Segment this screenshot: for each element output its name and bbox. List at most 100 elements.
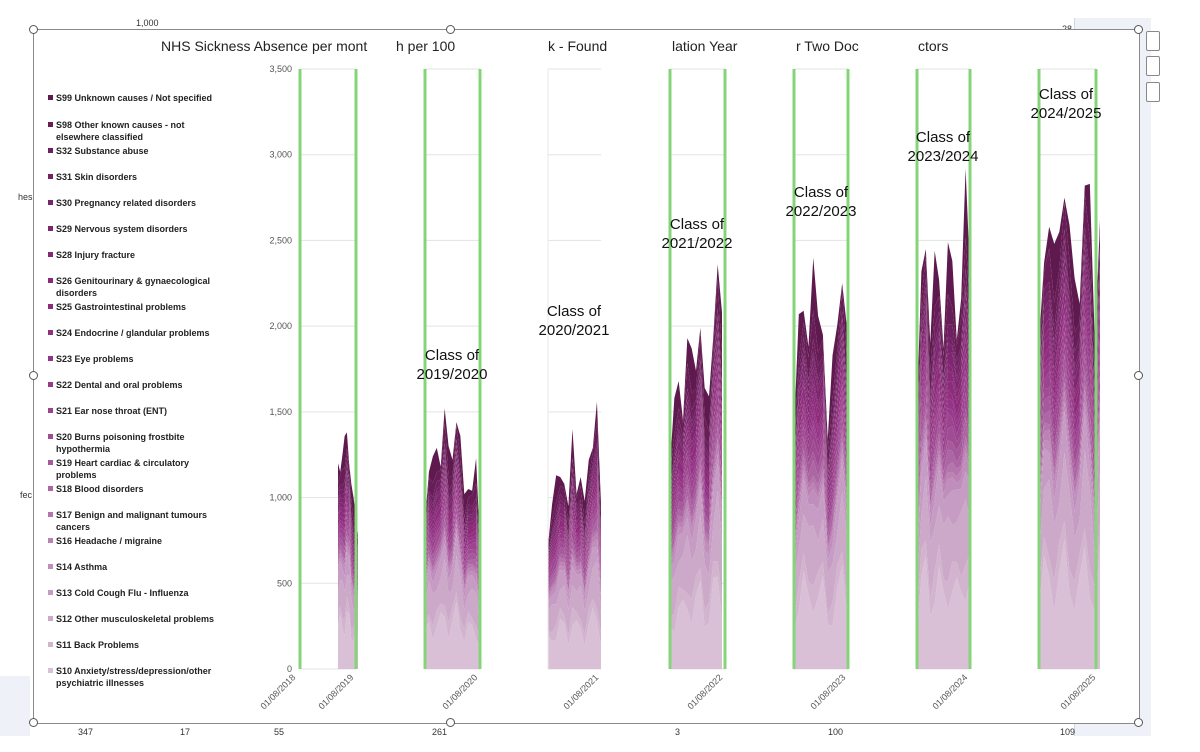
resize-handle-bottom-left[interactable]: [29, 718, 38, 727]
area-series: [794, 393, 847, 532]
area-series: [917, 389, 970, 539]
area-series: [794, 565, 847, 669]
legend-label: S98 Other known causes - not elsewhere c…: [56, 120, 185, 142]
area-series: [670, 357, 722, 520]
chart-title-fragment-4: lation Year: [672, 38, 738, 54]
x-tick-label: 01/08/2020: [440, 672, 479, 711]
area-series: [670, 278, 722, 491]
area-series: [670, 382, 722, 532]
legend-swatch: [48, 304, 53, 309]
x-tick-label: 01/08/2025: [1058, 672, 1097, 711]
y-tick-label: 2,000: [269, 321, 292, 331]
legend-swatch: [48, 564, 53, 569]
area-series: [1039, 520, 1100, 612]
area-series: [794, 287, 847, 474]
legend-swatch: [48, 668, 53, 673]
area-series: [1039, 401, 1100, 532]
legend-swatch: [48, 226, 53, 231]
area-series: [548, 422, 601, 554]
y-tick-label: 0: [287, 664, 292, 674]
area-series: [670, 463, 722, 582]
area-series: [917, 303, 970, 487]
area-series: [670, 412, 722, 550]
legend-label: S14 Asthma: [56, 562, 108, 572]
area-series: [548, 401, 601, 547]
area-series: [548, 520, 601, 594]
resize-handle-top-right[interactable]: [1134, 25, 1143, 34]
cell-fragment-2: fec: [20, 490, 33, 500]
area-series: [794, 257, 847, 456]
area-series: [670, 560, 722, 633]
area-series: [548, 547, 601, 615]
area-series: [1039, 539, 1100, 669]
resize-handle-middle-left[interactable]: [29, 371, 38, 380]
area-series: [670, 426, 722, 556]
area-series: [794, 442, 847, 560]
area-series: [548, 442, 601, 557]
area-series: [917, 268, 970, 470]
area-series: [670, 404, 722, 543]
area-series: [917, 421, 970, 557]
area-series: [917, 380, 970, 534]
x-tick-label: 01/08/2019: [316, 672, 355, 711]
area-series: [548, 538, 601, 604]
x-tick-label: 01/08/2023: [808, 672, 847, 711]
resize-handle-top-left[interactable]: [29, 25, 38, 34]
area-series: [917, 343, 970, 507]
area-series: [917, 368, 970, 525]
legend-swatch: [48, 538, 53, 543]
cell-bottom-6: 100: [828, 727, 844, 737]
area-series: [794, 492, 847, 620]
area-series: [425, 529, 480, 616]
y-tick-label: 2,500: [269, 235, 292, 245]
class-label: Class of 2022/2023: [785, 184, 857, 220]
area-series: [670, 366, 722, 525]
legend-swatch: [48, 460, 53, 465]
area-series: [670, 490, 722, 617]
legend-label: S16 Headache / migraine: [56, 536, 163, 546]
resize-handle-bottom-right[interactable]: [1134, 718, 1143, 727]
area-series: [917, 440, 970, 582]
class-label: Class of 2021/2022: [661, 216, 733, 252]
cell-bottom-5: 3: [675, 727, 681, 737]
area-series: [1039, 449, 1100, 588]
legend-swatch: [48, 200, 53, 205]
chart-title-fragment-1: NHS Sickness Absence per mont: [161, 38, 368, 54]
area-series: [548, 453, 601, 562]
area-series: [548, 481, 601, 576]
resize-handle-top-center[interactable]: [446, 25, 455, 34]
area-series: [425, 498, 480, 602]
cell-bottom-2: 17: [180, 727, 191, 737]
area-series: [917, 168, 970, 445]
area-series: [338, 469, 358, 557]
legend-label: S13 Cold Cough Flu - Influenza: [56, 588, 189, 598]
resize-handle-middle-right[interactable]: [1134, 371, 1143, 380]
area-series: [670, 315, 722, 499]
area-series: [338, 596, 358, 642]
area-series: [338, 574, 358, 633]
chart-styles-button[interactable]: [1146, 56, 1160, 76]
cell-top-value: 1,000: [136, 18, 159, 28]
chart-title-fragment-6: ctors: [918, 38, 949, 54]
legend-label: S99 Unknown causes / Not specified: [56, 93, 213, 103]
chart-filters-button[interactable]: [1146, 82, 1160, 102]
area-series: [548, 464, 601, 568]
chart-elements-button[interactable]: [1146, 31, 1160, 51]
area-series: [670, 576, 722, 669]
area-series: [1039, 389, 1100, 521]
area-series: [794, 551, 847, 633]
legend-swatch: [48, 278, 53, 283]
area-series: [548, 476, 601, 574]
class-label: Class of 2020/2021: [538, 303, 610, 339]
legend-label: S28 Injury fracture: [56, 250, 136, 260]
area-series: [670, 340, 722, 512]
area-series: [548, 512, 601, 592]
x-tick-label: 01/08/2024: [930, 672, 969, 711]
legend-label: S25 Gastrointestinal problems: [56, 302, 187, 312]
area-series: [670, 377, 722, 528]
resize-handle-bottom-center[interactable]: [446, 718, 455, 727]
legend-label: S30 Pregnancy related disorders: [56, 198, 197, 208]
spreadsheet-cells-bottom-left: [0, 676, 30, 736]
area-series: [548, 607, 601, 669]
area-series: [670, 443, 722, 564]
